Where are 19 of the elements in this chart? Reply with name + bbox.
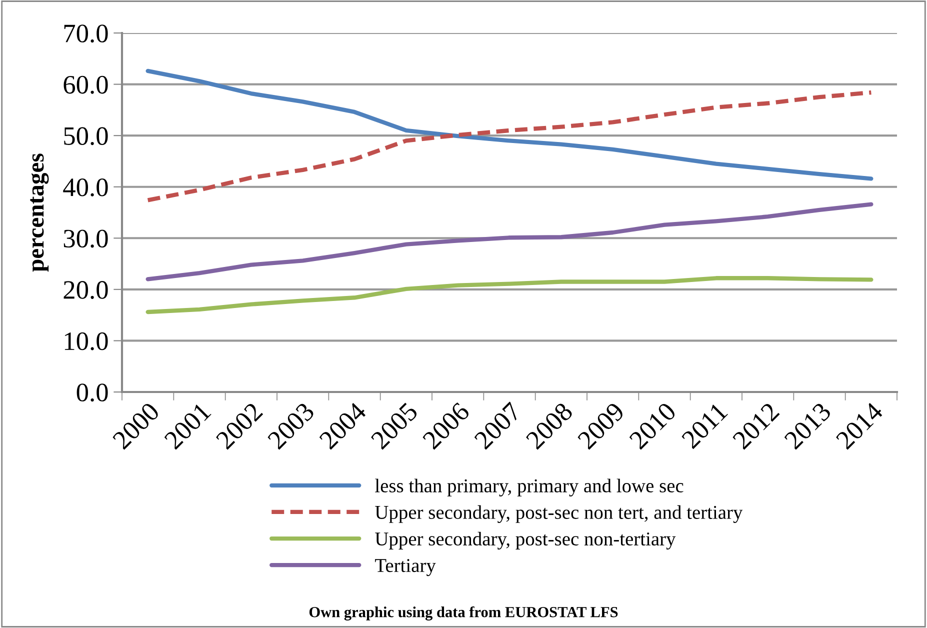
line-series [146, 276, 874, 314]
line-series [146, 68, 874, 181]
text: Own graphic using data from EUROSTAT LFS [309, 606, 618, 620]
y-tick-label: 0.0 [76, 384, 108, 402]
line-series [146, 90, 874, 202]
legend-label: less than primary, primary and lowe sec [375, 478, 684, 496]
y-tick-label: 10.0 [64, 332, 108, 350]
y-tick-label: 60.0 [64, 76, 108, 94]
legend-label: Upper secondary, post-sec non-tertiary [375, 532, 676, 550]
y-tick-label: 50.0 [64, 127, 108, 146]
y-tick-label: 40.0 [63, 178, 108, 196]
y-tick-label: 70.0 [64, 24, 108, 43]
y-axis-title: percentages [30, 154, 49, 272]
legend-label: Upper secondary, post-sec non tert, and tertiary [375, 505, 743, 523]
y-tick-label: 20.0 [64, 281, 108, 299]
y-tick-label: 30.0 [64, 230, 108, 248]
line-series [146, 202, 874, 282]
legend-label: Tertiary [375, 559, 436, 576]
x-tick-label: 2011 [680, 402, 728, 450]
